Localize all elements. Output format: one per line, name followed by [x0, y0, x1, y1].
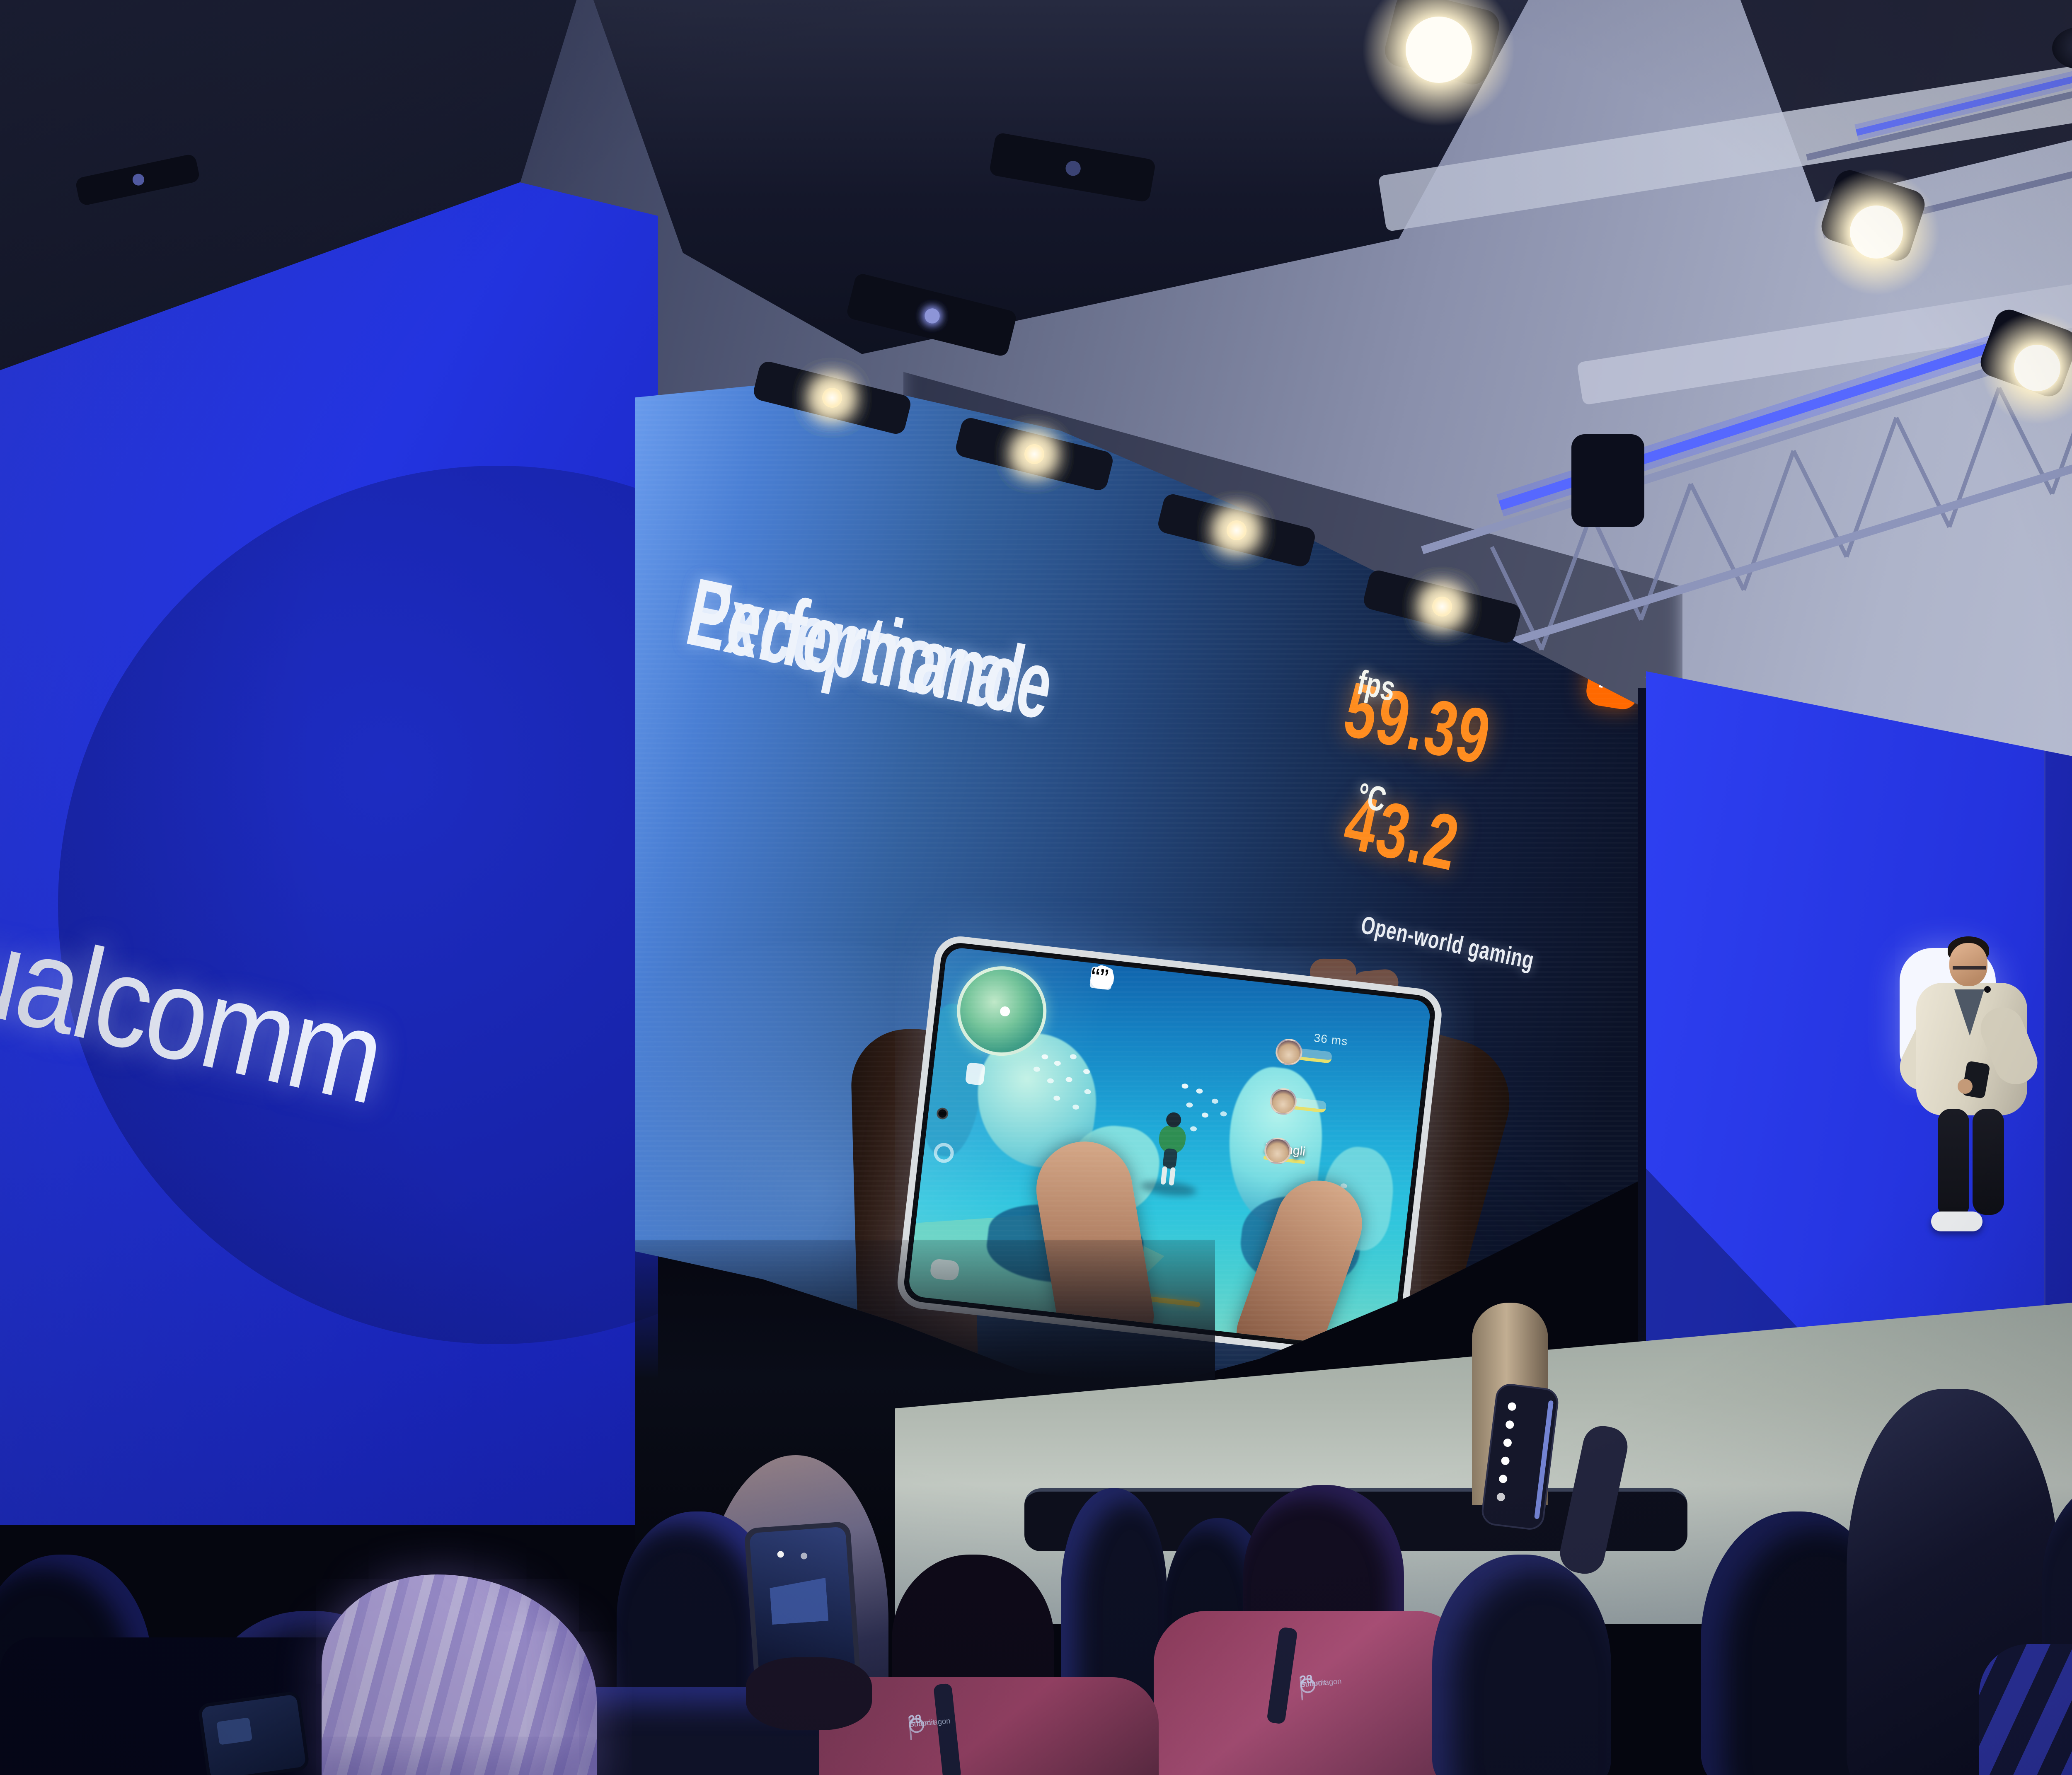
audience-phone-recording	[197, 1690, 310, 1775]
presenter-head	[1949, 943, 1987, 986]
glasses-icon	[1953, 960, 1986, 970]
audience-head	[1432, 1555, 1611, 1775]
audience-striped-shirt	[1979, 1644, 2072, 1775]
hand	[746, 1657, 872, 1730]
spotlight-icon	[1363, 0, 2072, 424]
audience-shirt-red	[819, 1677, 1159, 1775]
audience-head	[1061, 1488, 1167, 1704]
audience-shirt-red	[1154, 1611, 1469, 1775]
wall-circle-graphic	[58, 466, 658, 1344]
lavalier-mic-icon	[1984, 986, 1991, 993]
presenter-shoe	[1931, 1212, 1982, 1231]
left-wall: ualcomm	[0, 182, 658, 1525]
presenter	[1892, 936, 2050, 1245]
